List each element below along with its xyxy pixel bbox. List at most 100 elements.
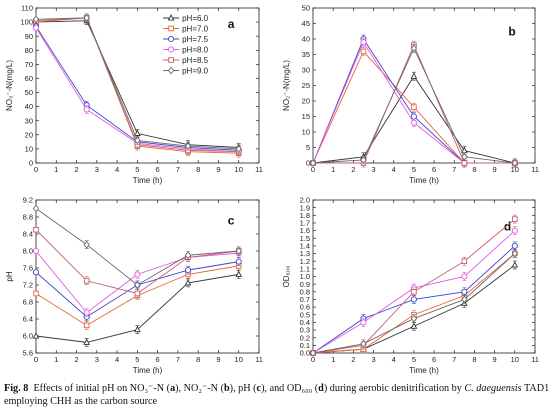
legend-item: pH=7.0 <box>163 24 209 33</box>
data-point <box>184 267 192 274</box>
x-tick-label: 9 <box>216 165 220 174</box>
data-point <box>33 226 39 233</box>
y-tick-label: 100 <box>20 18 33 27</box>
x-tick-label: 8 <box>196 355 200 364</box>
x-axis-label: Time (h) <box>409 366 439 375</box>
y-axis-label: OD₆₀₀ <box>282 266 291 288</box>
data-point <box>134 136 141 145</box>
x-tick-label: 6 <box>432 165 436 174</box>
x-tick-label: 6 <box>156 355 160 364</box>
series-pH=7.0 <box>310 47 518 168</box>
y-tick-label: 10 <box>302 128 310 137</box>
data-point <box>360 339 367 348</box>
y-tick-label: 0.4 <box>300 318 310 327</box>
x-axis-label: Time (h) <box>133 176 163 185</box>
x-tick-label: 11 <box>255 165 263 174</box>
y-tick-label: 0.7 <box>300 295 310 304</box>
series-pH=6.0 <box>32 16 243 152</box>
legend-item: pH=8.5 <box>163 56 209 65</box>
x-tick-label: 2 <box>74 355 78 364</box>
data-point <box>410 296 417 303</box>
caption-text-4: ), and OD₆₀₀ ( <box>261 383 319 394</box>
series-pH=9.0 <box>32 204 242 290</box>
series-line <box>35 20 239 148</box>
y-axis-label: NO₃⁻-N(mg/L) <box>5 60 14 111</box>
panel-letter: c <box>228 213 235 227</box>
data-point <box>32 269 40 276</box>
x-tick-label: 6 <box>432 355 436 364</box>
y-tick-label: 50 <box>302 4 310 13</box>
chart-panel-d: 0 1 2 3 4 5 6 7 8 9 10 110.00.10.20.30.40.50.60.70.… <box>282 196 539 375</box>
data-point <box>134 281 141 289</box>
y-tick-label: 6.4 <box>23 315 33 324</box>
x-tick-label: 0 <box>34 355 38 364</box>
x-axis-label: Time (h) <box>409 176 439 185</box>
caption-panel-b: b <box>223 383 230 394</box>
data-point <box>235 258 242 265</box>
y-tick-label: 6.8 <box>23 298 33 307</box>
y-tick-label: 1.5 <box>300 234 310 243</box>
data-point <box>83 338 91 345</box>
data-point <box>184 251 192 260</box>
y-tick-label: 8.0 <box>23 247 33 256</box>
y-tick-label: 45 <box>302 19 310 28</box>
legend-item: pH=8.0 <box>163 45 209 54</box>
x-tick-label: 5 <box>135 355 139 364</box>
legend-label: pH=6.0 <box>182 14 209 23</box>
data-point <box>360 39 367 46</box>
y-tick-label: 6.0 <box>23 332 33 341</box>
y-tick-label: 50 <box>25 88 33 97</box>
figure-caption: Fig. 8 Effects of initial pH on NO₃⁻-N (… <box>4 383 552 408</box>
panel-letter: a <box>228 17 235 31</box>
data-point <box>83 277 90 284</box>
data-point <box>32 24 40 31</box>
caption-text-1: Effects of initial pH on NO₃⁻-N ( <box>33 383 171 394</box>
y-tick-label: 40 <box>25 102 33 111</box>
data-point <box>461 258 468 264</box>
x-tick-label: 9 <box>493 165 497 174</box>
data-point <box>184 142 192 150</box>
y-tick-label: 1.2 <box>300 257 310 266</box>
data-point <box>235 145 242 153</box>
x-tick-label: 7 <box>176 355 180 364</box>
y-tick-label: 8.8 <box>23 213 33 222</box>
x-tick-label: 1 <box>331 355 335 364</box>
y-tick-label: 20 <box>302 97 310 106</box>
data-point <box>83 309 90 316</box>
x-tick-label: 6 <box>156 165 160 174</box>
caption-text-2: ), NO₂⁻-N ( <box>175 383 224 394</box>
y-tick-label: 35 <box>302 50 310 59</box>
plot-frame <box>312 7 536 164</box>
data-point <box>511 261 519 268</box>
y-tick-label: 7.6 <box>23 264 33 273</box>
x-tick-label: 2 <box>351 165 355 174</box>
data-point <box>511 159 519 167</box>
data-point <box>461 152 468 161</box>
data-point <box>32 15 40 24</box>
x-tick-label: 11 <box>255 355 263 364</box>
data-point <box>32 204 40 213</box>
data-point <box>411 289 417 295</box>
x-tick-label: 4 <box>392 165 396 174</box>
legend-label: pH=7.5 <box>182 35 209 44</box>
series-pH=9.0 <box>32 13 242 154</box>
x-tick-label: 5 <box>412 355 416 364</box>
data-point <box>184 279 192 286</box>
x-tick-label: 10 <box>235 165 243 174</box>
y-tick-label: 1.1 <box>300 264 310 273</box>
x-tick-label: 7 <box>452 165 456 174</box>
data-point <box>461 273 468 280</box>
x-tick-label: 4 <box>115 355 119 364</box>
data-point <box>461 295 468 304</box>
data-point <box>309 349 317 357</box>
panel-letter: b <box>508 25 515 39</box>
data-point <box>512 216 518 222</box>
x-tick-label: 8 <box>196 165 200 174</box>
x-tick-label: 2 <box>351 355 355 364</box>
data-point <box>134 271 141 278</box>
data-point <box>83 322 90 329</box>
x-tick-label: 8 <box>472 165 476 174</box>
caption-text-5: ) during aerobic denitrification by <box>323 383 465 394</box>
y-tick-label: 5.6 <box>23 349 33 358</box>
